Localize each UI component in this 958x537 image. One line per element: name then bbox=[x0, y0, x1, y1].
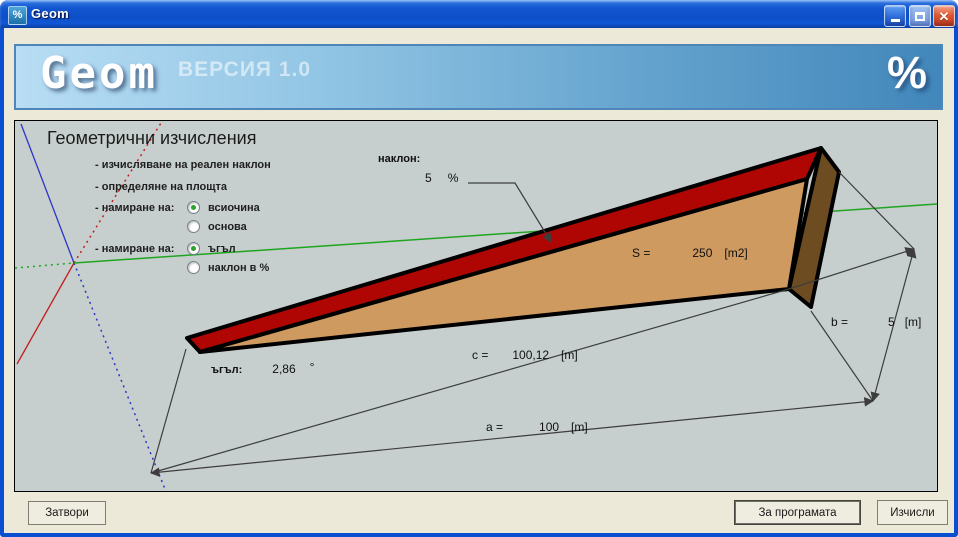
minimize-button[interactable] bbox=[884, 5, 906, 27]
wedge-top-face bbox=[198, 177, 809, 354]
dim-line-b bbox=[870, 248, 917, 402]
drawing-panel: Геометрични изчисления - изчисляване на … bbox=[14, 120, 938, 492]
axis-red-line bbox=[16, 262, 75, 365]
calculate-button-label: Изчисли bbox=[890, 506, 935, 519]
dim-extension-right-top bbox=[838, 171, 915, 250]
calculate-button[interactable]: Изчисли bbox=[877, 500, 948, 525]
close-icon: ✕ bbox=[938, 8, 950, 24]
a-measurement: a = 100 [m] bbox=[486, 420, 588, 434]
close-app-button-label: Затвори bbox=[45, 507, 89, 519]
maximize-button[interactable] bbox=[909, 5, 931, 27]
window-body: Geom ВЕРСИЯ 1.0 % bbox=[4, 28, 954, 533]
percent-badge-icon: % bbox=[886, 47, 927, 98]
close-button[interactable]: ✕ bbox=[933, 5, 955, 27]
about-button-label: За програмата bbox=[758, 506, 837, 519]
dim-line-height bbox=[788, 247, 915, 290]
about-button[interactable]: За програмата bbox=[734, 500, 861, 525]
radio-slope-percent[interactable] bbox=[187, 261, 200, 274]
dim-line-a bbox=[150, 397, 874, 477]
b-measurement: b = 5 [m] bbox=[831, 315, 922, 329]
feature-item-slope: - изчисляване на реален наклон bbox=[95, 159, 271, 171]
close-app-button[interactable]: Затвори bbox=[28, 501, 106, 525]
percent-icon: % bbox=[8, 6, 27, 25]
radio-angle-label: ъгъл bbox=[208, 243, 236, 255]
version-label: ВЕРСИЯ 1.0 bbox=[178, 58, 312, 81]
slope-value: 5% bbox=[425, 171, 459, 185]
maximize-icon bbox=[915, 11, 925, 21]
window-title: Geom bbox=[31, 6, 70, 21]
dim-extension-left bbox=[150, 348, 187, 474]
wedge-diagram bbox=[15, 122, 937, 491]
angle-measurement: ъгъл: 2,86 ° bbox=[211, 360, 315, 376]
radio-angle[interactable] bbox=[187, 242, 200, 255]
radio-base[interactable] bbox=[187, 220, 200, 233]
radio-height-label: всиочина bbox=[208, 202, 260, 214]
wedge-end-cap-face bbox=[787, 146, 841, 309]
radio-height[interactable] bbox=[187, 201, 200, 214]
slope-label: наклон: bbox=[378, 153, 421, 165]
app-logo: Geom bbox=[40, 48, 158, 99]
axis-blue-line bbox=[20, 123, 75, 264]
radio-slope-percent-label: наклон в % bbox=[208, 262, 270, 274]
feature-item-area: - определяне на площта bbox=[95, 181, 228, 193]
finder-group-2-label: - намиране на: bbox=[95, 243, 175, 255]
page-title: Геометрични изчисления bbox=[47, 128, 257, 148]
radio-base-label: основа bbox=[208, 221, 247, 233]
dim-line-c bbox=[150, 288, 790, 474]
finder-group-1-label: - намиране на: bbox=[95, 202, 175, 214]
c-measurement: c = 100,12 [m] bbox=[472, 348, 578, 362]
minimize-icon bbox=[890, 19, 900, 22]
axis-green-dotted bbox=[15, 262, 75, 269]
dim-extension-right-bottom bbox=[810, 310, 874, 402]
axis-blue-dotted bbox=[73, 262, 167, 491]
slope-leader-line bbox=[468, 182, 552, 243]
area-measurement: S = 250 [m2] bbox=[632, 246, 748, 260]
titlebar[interactable]: % Geom ✕ bbox=[0, 0, 958, 28]
header-banner: Geom ВЕРСИЯ 1.0 % bbox=[14, 44, 943, 110]
